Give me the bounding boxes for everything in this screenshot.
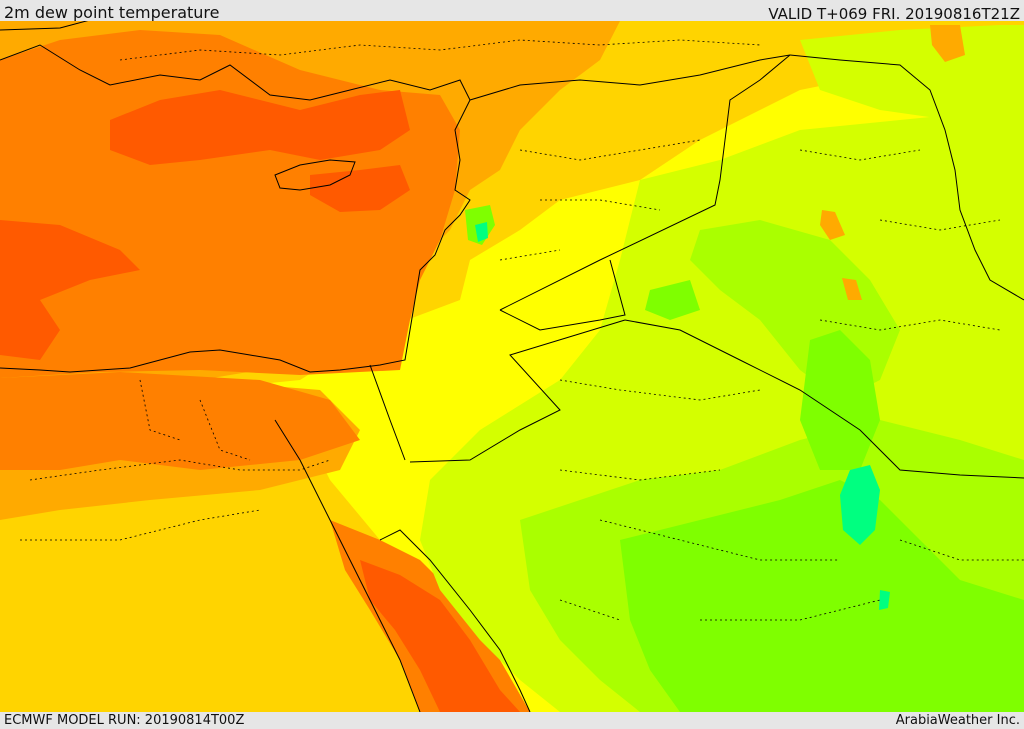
field-orange-lake-2 [842, 278, 862, 300]
border-iran-iraq [789, 54, 1024, 301]
valid-time: VALID T+069 FRI. 20190816T21Z [768, 5, 1020, 23]
weather-map[interactable] [0, 21, 1024, 712]
boundary-dotted-iraq [799, 149, 1001, 331]
border-sinai [369, 364, 406, 461]
field-red-west-coast [0, 220, 140, 360]
coastline-turkey [0, 21, 89, 31]
field-orange-lake-1 [820, 210, 845, 240]
credit-label: ArabiaWeather Inc. [895, 713, 1020, 728]
field-red-mediterranean-north [110, 90, 410, 165]
header-bar: 2m dew point temperature VALID T+069 FRI… [0, 0, 1024, 23]
border-jordan [409, 259, 626, 463]
field-green-syria [645, 280, 700, 320]
boundary-dotted-egypt [20, 379, 331, 541]
field-orange-caspian [930, 25, 965, 62]
field-brightgreen-lebanon [475, 222, 488, 242]
boundary-dotted-saudi [559, 379, 1024, 621]
map-title: 2m dew point temperature [4, 3, 220, 22]
coastline-red-sea-east [379, 529, 531, 712]
border-turkey-syria [469, 54, 791, 101]
field-brightgreen-patch [840, 465, 880, 545]
footer-bar: ECMWF MODEL RUN: 20190814T00Z ArabiaWeat… [0, 712, 1024, 729]
coastline-red-sea-west [274, 419, 421, 712]
field-red-red-sea [360, 560, 520, 712]
model-run-label: ECMWF MODEL RUN: 20190814T00Z [4, 713, 245, 728]
field-brightgreen-dot [879, 590, 890, 610]
field-green-arabia [620, 480, 1024, 712]
field-yellowgreen-north [800, 25, 1024, 120]
field-green-corridor [800, 330, 880, 470]
boundary-dotted-syria [499, 139, 701, 261]
coastline-cyprus [274, 159, 356, 191]
field-red-cyprus-south [310, 165, 410, 212]
coastline-mediterranean [0, 44, 471, 373]
field-orange-egypt-coast [0, 372, 360, 470]
boundary-dotted-turkey [119, 39, 761, 61]
border-saudi-iraq [624, 319, 1024, 479]
border-syria-iraq [499, 54, 791, 311]
